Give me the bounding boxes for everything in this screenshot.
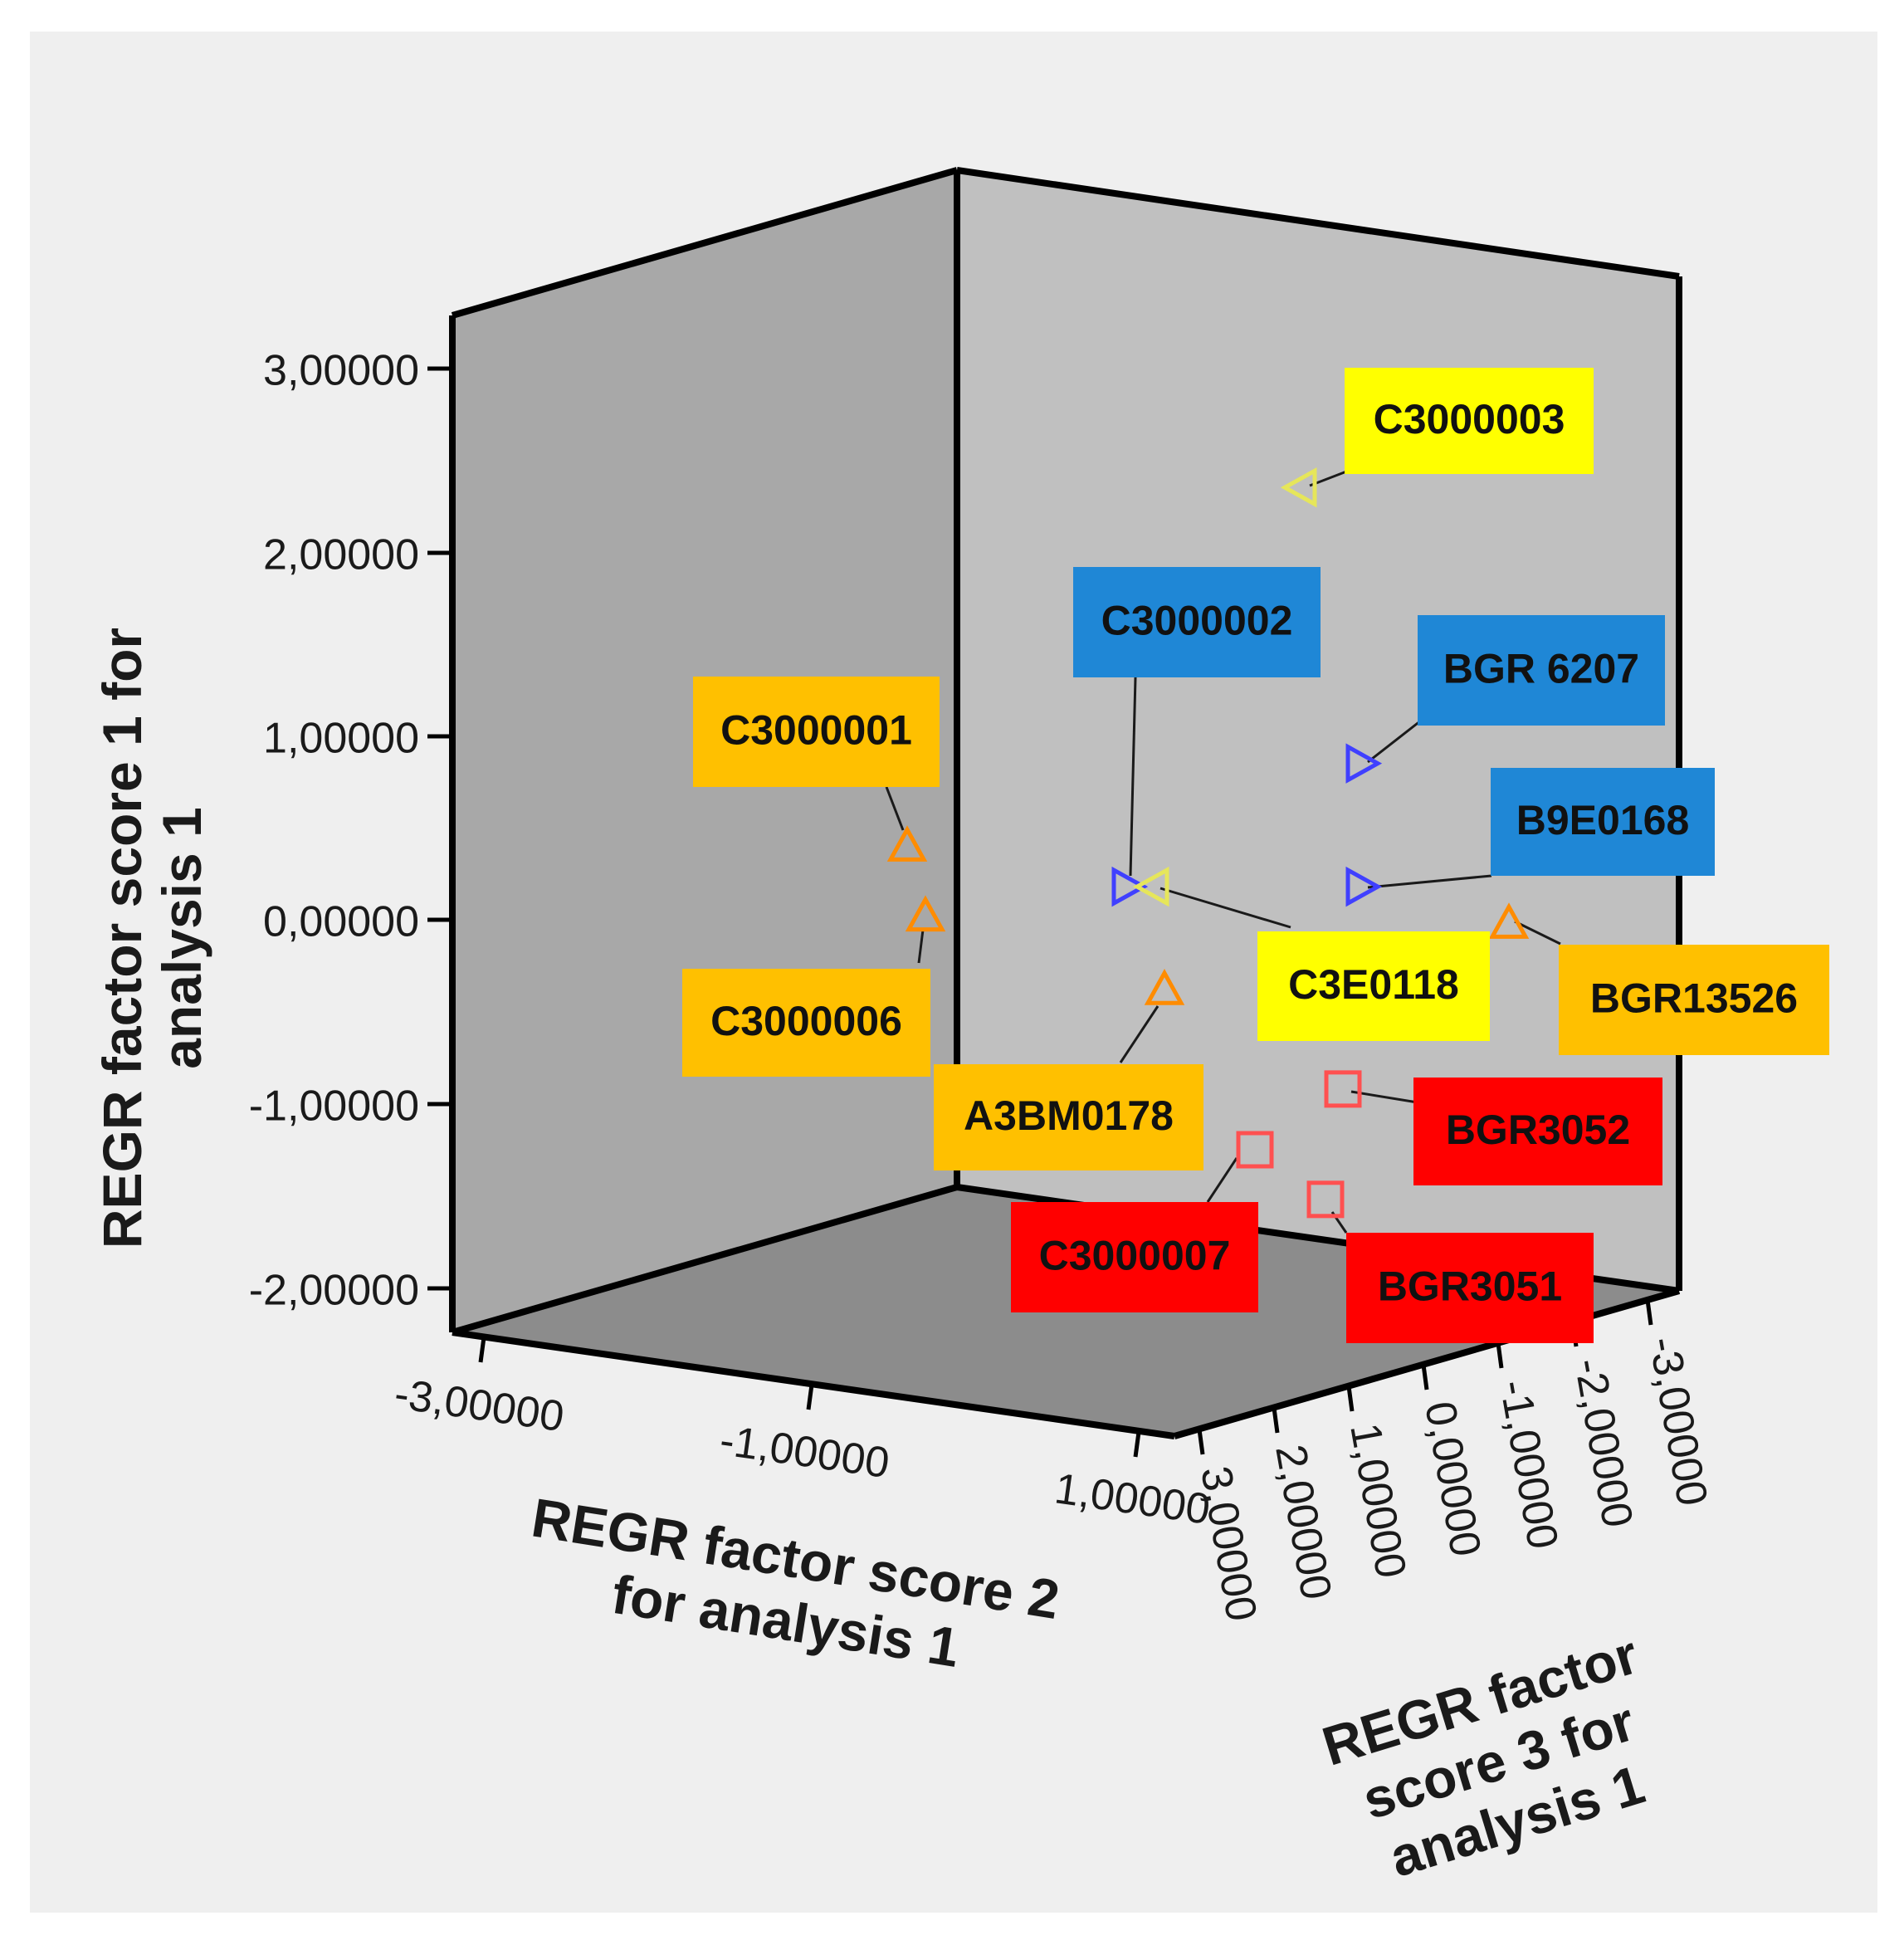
label-box-a3bm0178 [934, 1064, 1203, 1170]
leader-line-c3000007 [1206, 1157, 1238, 1203]
marker-bgr3051 [1306, 1180, 1345, 1219]
y-axis-title: REGR factor score 1 for analysis 1 [91, 628, 212, 1249]
label-box-c3e0118 [1257, 931, 1490, 1041]
y-tick-label: 0,00000 [263, 898, 419, 946]
label-box-bgr3051 [1346, 1233, 1594, 1343]
edge-floor-right [1173, 1288, 1681, 1439]
marker-c3000003 [1280, 467, 1317, 508]
label-box-c3000006 [682, 969, 930, 1077]
label-text-bgr3051: BGR3051 [1378, 1263, 1562, 1310]
leader-line-c3000002 [1129, 677, 1137, 877]
marker-b9e0168 [1345, 866, 1383, 907]
x-tick-mark [806, 1384, 814, 1410]
y-tick: 2,00000 [263, 531, 452, 579]
edge-top-back [956, 167, 1680, 280]
marker-c3000007 [1236, 1131, 1274, 1169]
y-axis-title-line: REGR factor score 1 for [91, 628, 153, 1249]
label-box-b9e0168 [1491, 768, 1715, 876]
label-text-c3000003: C3000003 [1374, 396, 1565, 442]
label-box-c3000002 [1073, 567, 1321, 677]
y-axis-ticks: 3,00000 2,00000 1,00000 0,00000 -1,00000… [249, 347, 452, 1315]
z-tick-mark [1496, 1342, 1504, 1369]
leader-line-c3e0118 [1159, 887, 1291, 929]
marker-bgr3052 [1324, 1070, 1362, 1108]
label-text-bgr-6207: BGR 6207 [1443, 646, 1639, 692]
z-tick-mark [1421, 1364, 1429, 1390]
y-tick-label: 2,00000 [263, 531, 419, 579]
edge-top-side [451, 167, 959, 319]
label-text-c3e0118: C3E0118 [1288, 961, 1459, 1008]
marker-c3000002 [1111, 866, 1149, 907]
point-labels: C3000003 BGR 6207 C3000001 C3000002 C3E0118 B… [682, 368, 1829, 1343]
marker-bgr13526 [1488, 902, 1530, 939]
leader-line-bgr-6207 [1367, 719, 1422, 764]
label-text-bgr3052: BGR3052 [1446, 1107, 1630, 1153]
leader-line-c3000001 [885, 786, 905, 831]
y-tick: 0,00000 [263, 898, 452, 946]
label-text-b9e0168: B9E0168 [1516, 797, 1690, 843]
data-markers [886, 467, 1530, 1219]
label-text-a3bm0178: A3BM0178 [964, 1092, 1174, 1139]
label-box-c3000001 [693, 677, 940, 787]
label-box-bgr-6207 [1418, 615, 1665, 726]
label-text-c3000002: C3000002 [1101, 598, 1293, 644]
y-tick: -2,00000 [249, 1267, 452, 1315]
z-tick-mark [1645, 1299, 1653, 1326]
y-tick-label: 1,00000 [263, 715, 419, 763]
z-tick-mark [1272, 1407, 1280, 1434]
label-text-c3000001: C3000001 [720, 707, 912, 754]
label-box-bgr13526 [1559, 945, 1829, 1055]
x-tick-mark [1133, 1431, 1141, 1458]
y-tick: -1,00000 [249, 1082, 452, 1131]
label-text-c3000007: C3000007 [1039, 1233, 1231, 1279]
leader-line-bgr13526 [1514, 920, 1561, 946]
y-tick-label: -1,00000 [249, 1082, 419, 1131]
marker-c3000001 [886, 825, 928, 862]
leader-line-c3000006 [917, 929, 925, 964]
z-tick-mark [1197, 1429, 1205, 1455]
marker-c3e0118 [1132, 866, 1169, 907]
y-axis-title-line: analysis 1 [151, 807, 212, 1069]
marker-a3bm0178 [1144, 969, 1185, 1005]
label-box-bgr3052 [1413, 1078, 1662, 1185]
leader-line-a3bm0178 [1119, 1005, 1159, 1063]
z-tick-mark [1346, 1385, 1355, 1412]
edge-floor-front [452, 1329, 1175, 1439]
marker-bgr-6207 [1345, 743, 1383, 784]
label-box-c3000003 [1345, 368, 1594, 474]
leader-lines [885, 467, 1561, 1234]
y-tick-label: -2,00000 [249, 1267, 419, 1315]
label-box-c3000007 [1011, 1202, 1258, 1312]
x-tick-mark [478, 1337, 486, 1363]
edge-floor-left [451, 1184, 959, 1336]
label-text-c3000006: C3000006 [710, 998, 902, 1044]
leader-line-b9e0168 [1367, 874, 1492, 889]
y-tick-label: 3,00000 [263, 347, 419, 395]
y-tick: 1,00000 [263, 715, 452, 763]
y-tick: 3,00000 [263, 347, 452, 395]
marker-c3000006 [905, 895, 946, 932]
label-text-bgr13526: BGR13526 [1590, 975, 1798, 1022]
